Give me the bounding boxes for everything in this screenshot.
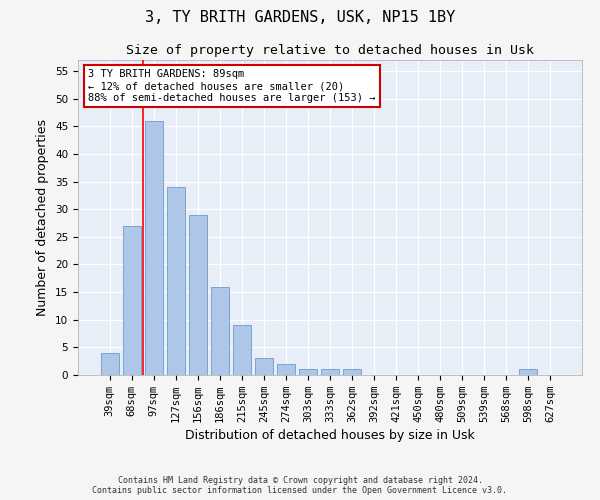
Bar (299, 370, 317, 375)
Bar (277, 364, 295, 375)
Bar (321, 370, 339, 375)
Bar (255, 358, 273, 375)
Text: Contains HM Land Registry data © Crown copyright and database right 2024.
Contai: Contains HM Land Registry data © Crown c… (92, 476, 508, 495)
Bar (123, 226, 140, 375)
Bar (145, 121, 163, 375)
Bar (520, 370, 537, 375)
Text: 3 TY BRITH GARDENS: 89sqm
← 12% of detached houses are smaller (20)
88% of semi-: 3 TY BRITH GARDENS: 89sqm ← 12% of detac… (88, 70, 376, 102)
Text: 3, TY BRITH GARDENS, USK, NP15 1BY: 3, TY BRITH GARDENS, USK, NP15 1BY (145, 10, 455, 25)
Bar (211, 286, 229, 375)
Title: Size of property relative to detached houses in Usk: Size of property relative to detached ho… (126, 44, 534, 58)
Bar (233, 326, 251, 375)
Bar (101, 353, 119, 375)
X-axis label: Distribution of detached houses by size in Usk: Distribution of detached houses by size … (185, 429, 475, 442)
Bar (167, 187, 185, 375)
Bar (343, 370, 361, 375)
Y-axis label: Number of detached properties: Number of detached properties (37, 119, 49, 316)
Bar (189, 214, 206, 375)
